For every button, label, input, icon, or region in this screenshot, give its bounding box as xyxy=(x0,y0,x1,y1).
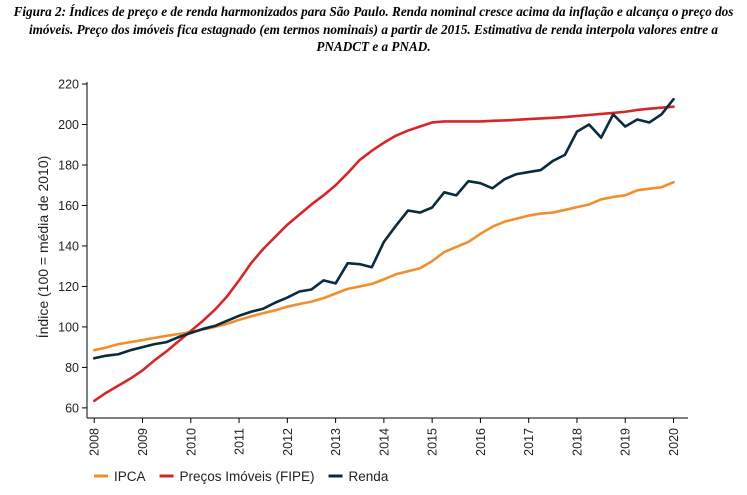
x-tick-label: 2015 xyxy=(426,428,440,456)
series-line-2 xyxy=(92,97,675,360)
series-line-0 xyxy=(92,180,675,352)
y-tick-label: 120 xyxy=(58,280,79,294)
x-tick-label: 2008 xyxy=(88,428,102,456)
legend-label: IPCA xyxy=(114,469,146,484)
x-tick-label: 2011 xyxy=(233,428,247,455)
chart-axes: 60 80 100 120 140 160 180 200 220 2008 2009 2010 201… xyxy=(58,78,688,456)
y-axis-title: Índice (100 = média de 2010) xyxy=(35,156,51,339)
x-tick-label: 2017 xyxy=(522,428,536,456)
x-tick-label: 2020 xyxy=(667,428,681,456)
y-tick-label: 60 xyxy=(65,401,79,415)
y-tick-label: 100 xyxy=(58,320,79,334)
legend-label: Renda xyxy=(349,469,389,484)
chart-series xyxy=(92,97,675,403)
series-line-1 xyxy=(92,105,675,403)
x-tick-label: 2018 xyxy=(570,428,584,456)
figure-caption: Figura 2: Índices de preço e de renda ha… xyxy=(13,4,734,54)
x-tick-label: 2014 xyxy=(377,428,391,456)
chart-legend: IPCA Preços Imóveis (FIPE) Renda xyxy=(94,469,389,484)
y-tick-label: 140 xyxy=(58,239,79,253)
x-tick-label: 2019 xyxy=(619,428,633,456)
y-tick-label: 80 xyxy=(65,361,79,375)
x-tick-label: 2013 xyxy=(329,428,343,456)
y-tick-label: 200 xyxy=(58,118,79,132)
x-tick-label: 2010 xyxy=(184,428,198,456)
x-tick-label: 2016 xyxy=(474,428,488,456)
x-tick-label: 2009 xyxy=(136,428,150,456)
y-tick-label: 160 xyxy=(58,199,79,213)
y-tick-label: 220 xyxy=(58,78,79,92)
x-tick-label: 2012 xyxy=(281,428,295,456)
legend-label: Preços Imóveis (FIPE) xyxy=(180,469,315,484)
y-tick-label: 180 xyxy=(58,158,79,172)
